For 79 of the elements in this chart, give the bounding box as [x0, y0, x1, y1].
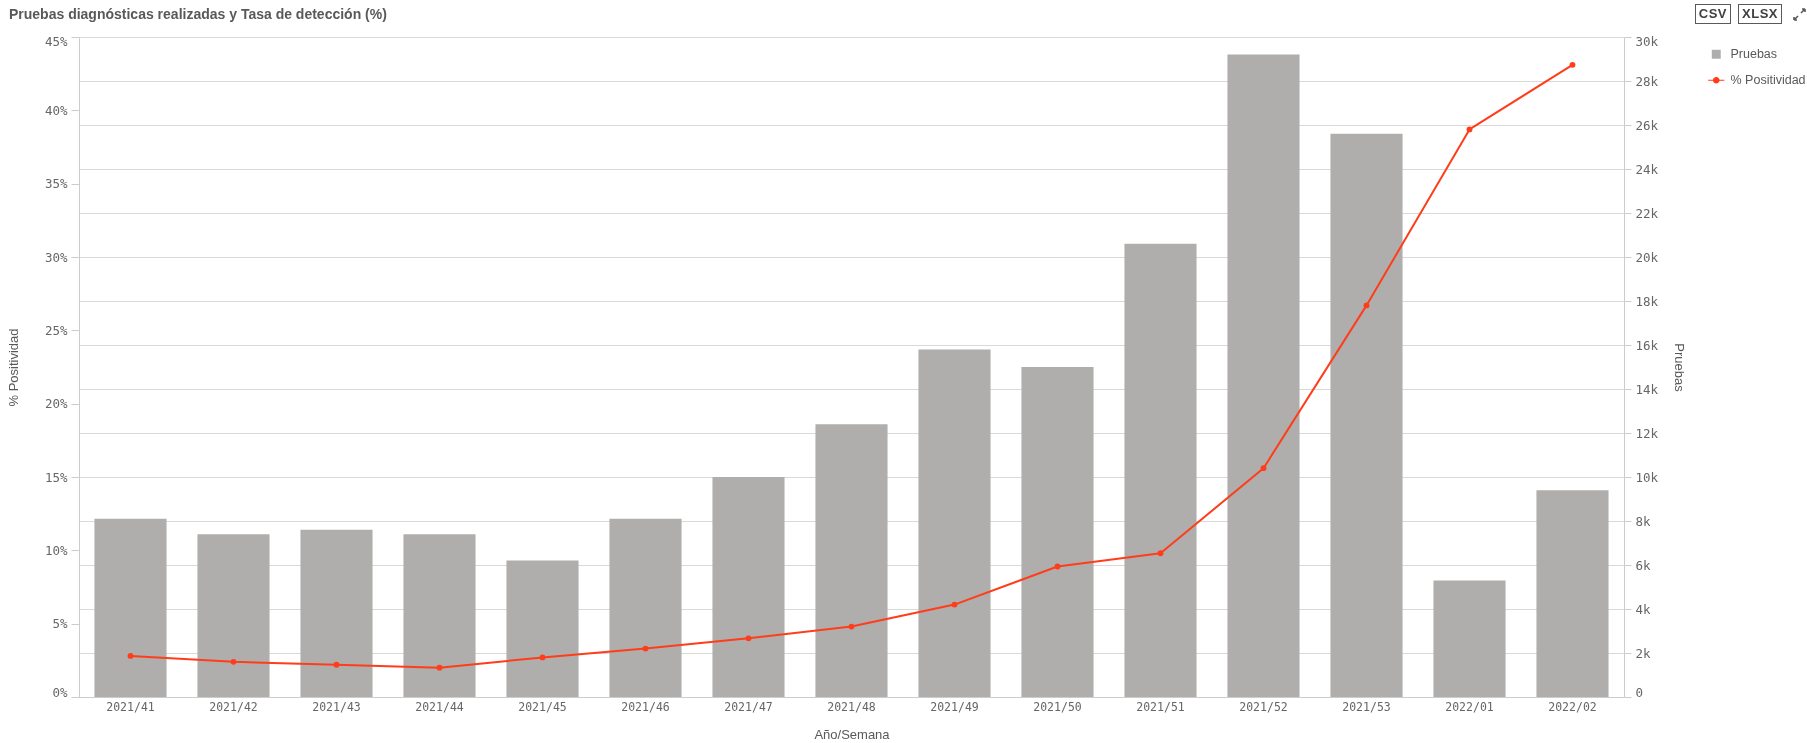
legend-label: Pruebas	[1730, 47, 1778, 62]
legend-label: % Positividad	[1730, 73, 1806, 88]
y-tick-label: 15%	[44, 469, 68, 485]
x-tick-label: 2022/01	[1445, 699, 1494, 714]
y2-tick-label: 26k	[1635, 117, 1659, 133]
y2-tick-label: 10k	[1635, 469, 1659, 485]
point	[951, 601, 958, 608]
y-tick-label: 20%	[44, 396, 68, 412]
x-tick-label: 2021/51	[1136, 699, 1185, 714]
y2-tick-label: 4k	[1635, 601, 1652, 617]
bar	[1536, 490, 1609, 697]
y-tick-label: 35%	[44, 176, 68, 192]
y2-tick-label: 22k	[1635, 205, 1659, 221]
point	[230, 658, 237, 665]
point	[436, 664, 443, 671]
point	[127, 653, 134, 659]
x-axis-title: Año/Semana	[814, 727, 891, 742]
bar	[197, 534, 270, 697]
export-button: CSV	[1694, 4, 1732, 24]
y2-tick-label: 16k	[1635, 337, 1659, 353]
point	[1569, 61, 1576, 68]
y-tick-label: 40%	[44, 102, 68, 118]
x-tick-label: 2021/44	[415, 699, 464, 714]
y2-tick-label: 20k	[1635, 249, 1659, 265]
y2-tick-label: 12k	[1635, 425, 1659, 441]
point	[848, 623, 855, 630]
bar	[94, 518, 167, 697]
bar	[918, 349, 991, 697]
x-tick-label: 2021/45	[518, 699, 567, 714]
y2-tick-label: 14k	[1635, 381, 1659, 397]
y2-tick-label: 0	[1635, 684, 1644, 700]
y2-axis-title: Pruebas	[1672, 343, 1688, 393]
point	[745, 635, 752, 642]
x-tick-label: 2021/50	[1033, 699, 1082, 714]
bar	[403, 534, 476, 697]
point	[1363, 302, 1370, 309]
y-tick-label: 0%	[52, 684, 68, 700]
y2-tick-label: 24k	[1635, 161, 1659, 177]
export-button: XLSX	[1738, 4, 1782, 24]
y-tick-label: 25%	[44, 322, 68, 338]
y2-tick-label: 28k	[1635, 73, 1659, 89]
bar	[1124, 243, 1197, 697]
x-tick-label: 2021/42	[209, 699, 258, 714]
chart-title: Pruebas diagnósticas realizadas y Tasa de detección (%)	[9, 6, 387, 22]
y2-tick-label: 2k	[1635, 645, 1652, 661]
bar	[1330, 133, 1403, 697]
point	[642, 645, 649, 652]
bar	[1021, 367, 1094, 697]
point	[1466, 126, 1473, 133]
bar	[609, 518, 682, 697]
point	[539, 654, 546, 661]
bar	[1227, 54, 1300, 697]
bar	[506, 560, 579, 697]
x-tick-label: 2021/49	[930, 699, 979, 714]
point	[1157, 550, 1164, 557]
y2-tick-label: 30k	[1635, 33, 1659, 49]
y-tick-label: 5%	[52, 616, 68, 632]
x-tick-label: 2021/46	[621, 699, 670, 714]
bar	[815, 424, 888, 697]
bar	[712, 477, 785, 697]
y2-tick-label: 8k	[1635, 513, 1652, 529]
x-tick-label: 2021/52	[1239, 699, 1288, 714]
x-tick-label: 2021/53	[1342, 699, 1391, 714]
y2-tick-label: 6k	[1635, 557, 1652, 573]
point	[333, 661, 340, 668]
y-tick-label: 45%	[44, 33, 68, 49]
bar	[300, 529, 373, 697]
bar	[1433, 580, 1506, 697]
x-tick-label: 2022/02	[1548, 699, 1597, 714]
x-tick-label: 2021/47	[724, 699, 773, 714]
y2-tick-label: 18k	[1635, 293, 1659, 309]
y-tick-label: 30%	[44, 249, 68, 265]
x-tick-label: 2021/43	[312, 699, 361, 714]
x-tick-label: 2021/41	[106, 699, 155, 714]
point	[1260, 465, 1267, 472]
point	[1054, 563, 1061, 570]
y-axis-title: % Positividad	[5, 328, 21, 407]
y-tick-label: 10%	[44, 542, 68, 558]
x-tick-label: 2021/48	[827, 699, 876, 714]
